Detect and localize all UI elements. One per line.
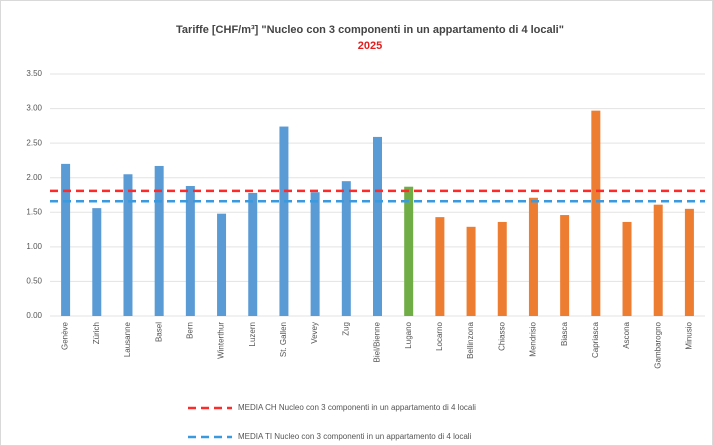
bar xyxy=(373,136,382,316)
y-tick-label: 0.50 xyxy=(26,277,42,286)
bar xyxy=(435,217,445,316)
bar xyxy=(248,192,258,316)
x-tick-label: St. Gallen xyxy=(279,322,288,357)
x-tick-label: Bern xyxy=(185,322,194,339)
bar xyxy=(466,226,476,316)
x-tick-label: Gambarogno xyxy=(653,321,662,368)
bar xyxy=(497,221,507,316)
x-tick-label: Zürich xyxy=(92,322,101,344)
y-tick-label: 2.00 xyxy=(26,173,42,182)
bar xyxy=(560,215,570,316)
legend-label: MEDIA CH Nucleo con 3 componenti in un a… xyxy=(238,403,476,412)
x-tick-label: Zug xyxy=(341,322,350,336)
bar xyxy=(310,192,320,316)
x-tick-label: Luzern xyxy=(248,322,257,346)
chart-title: Tariffe [CHF/m³] "Nucleo con 3 component… xyxy=(176,24,564,36)
y-tick-label: 1.50 xyxy=(26,207,42,216)
chart-subtitle: 2025 xyxy=(358,40,382,52)
bar xyxy=(217,213,227,316)
x-tick-label: Locarno xyxy=(435,321,444,350)
x-tick-label: Biasca xyxy=(560,321,569,346)
y-tick-label: 3.00 xyxy=(26,104,42,113)
x-tick-label: Winterthur xyxy=(217,322,226,359)
bar xyxy=(528,197,538,316)
y-tick-label: 2.50 xyxy=(26,138,42,147)
x-tick-label: Capriasca xyxy=(591,321,600,358)
x-tick-label: Biel/Bienne xyxy=(373,321,382,362)
bar xyxy=(404,186,414,316)
x-tick-label: Mendrisio xyxy=(529,321,538,356)
y-tick-label: 1.00 xyxy=(26,242,42,251)
x-tick-label: Bellinzona xyxy=(466,321,475,358)
bar xyxy=(279,126,289,316)
bar xyxy=(591,110,601,316)
x-tick-label: Lausanne xyxy=(123,321,132,357)
x-tick-label: Chiasso xyxy=(497,321,506,350)
y-tick-label: 0.00 xyxy=(26,311,42,320)
x-tick-label: Genève xyxy=(61,321,70,350)
bar xyxy=(684,208,694,316)
x-tick-label: Basel xyxy=(154,322,163,342)
x-tick-label: Minusio xyxy=(685,321,694,349)
y-tick-label: 3.50 xyxy=(26,69,42,78)
legend-label: MEDIA TI Nucleo con 3 componenti in un a… xyxy=(238,432,472,441)
bar xyxy=(653,204,663,316)
bar xyxy=(622,221,632,316)
x-tick-label: Vevey xyxy=(310,322,319,344)
x-tick-label: Lugano xyxy=(404,321,413,348)
bar xyxy=(185,186,195,316)
x-tick-label: Ascona xyxy=(622,321,631,348)
bar xyxy=(92,208,102,316)
bar xyxy=(61,163,71,316)
bar xyxy=(123,174,133,316)
bar xyxy=(341,181,351,316)
bar xyxy=(154,165,164,316)
